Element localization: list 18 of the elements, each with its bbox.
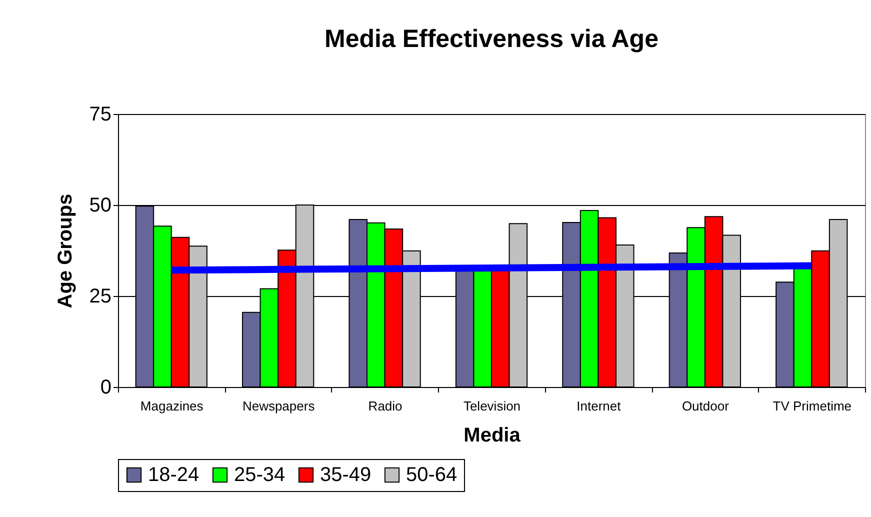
y-tick-label: 0 [100,376,112,398]
y-tick-label: 75 [89,104,112,126]
x-tick-label: Radio [368,398,402,414]
y-tick-label: 25 [89,286,112,308]
x-tick-label: Internet [576,398,622,414]
legend-label: 35-49 [320,464,372,486]
y-axis-title: Age Groups [54,194,76,308]
x-tick-label: Newspapers [242,398,316,414]
y-tick-label: 50 [89,194,112,216]
chart-title: Media Effectiveness via Age [324,25,659,53]
x-tick-label: TV Primetime [772,398,852,414]
x-tick-label: Magazines [140,398,204,414]
legend-label: 50-64 [406,464,458,486]
x-axis-title: Media [464,424,522,446]
legend-label: 18-24 [148,464,200,486]
x-tick-label: Television [463,398,521,414]
legend-label: 25-34 [234,464,286,486]
x-tick-label: Outdoor [682,398,730,414]
